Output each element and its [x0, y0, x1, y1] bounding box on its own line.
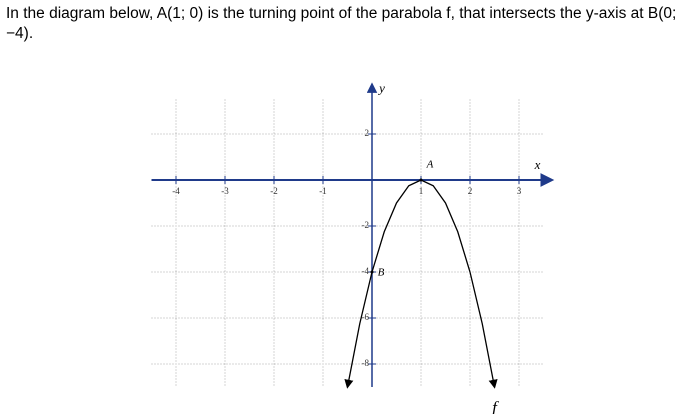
- x-tick-label: -4: [172, 186, 180, 196]
- point-label: B: [378, 267, 385, 279]
- x-tick-label: 2: [468, 186, 473, 196]
- y-tick-label: -2: [362, 220, 370, 230]
- x-tick-label: -2: [270, 186, 278, 196]
- curve-label: f: [492, 398, 499, 414]
- y-tick-label: -6: [362, 312, 370, 322]
- y-tick-label: 2: [365, 128, 370, 138]
- y-tick-label: -8: [362, 358, 370, 368]
- x-tick-label: -1: [319, 186, 327, 196]
- x-tick-label: -3: [221, 186, 229, 196]
- y-tick-label: -4: [362, 266, 370, 276]
- y-axis-label: y: [377, 80, 385, 95]
- point: [370, 270, 374, 274]
- point-label: A: [426, 159, 434, 171]
- question-text: In the diagram below, A(1; 0) is the tur…: [6, 5, 677, 42]
- x-axis-label: x: [534, 157, 541, 172]
- x-tick-label: 1: [419, 186, 424, 196]
- point: [419, 178, 423, 182]
- x-tick-label: 3: [517, 186, 522, 196]
